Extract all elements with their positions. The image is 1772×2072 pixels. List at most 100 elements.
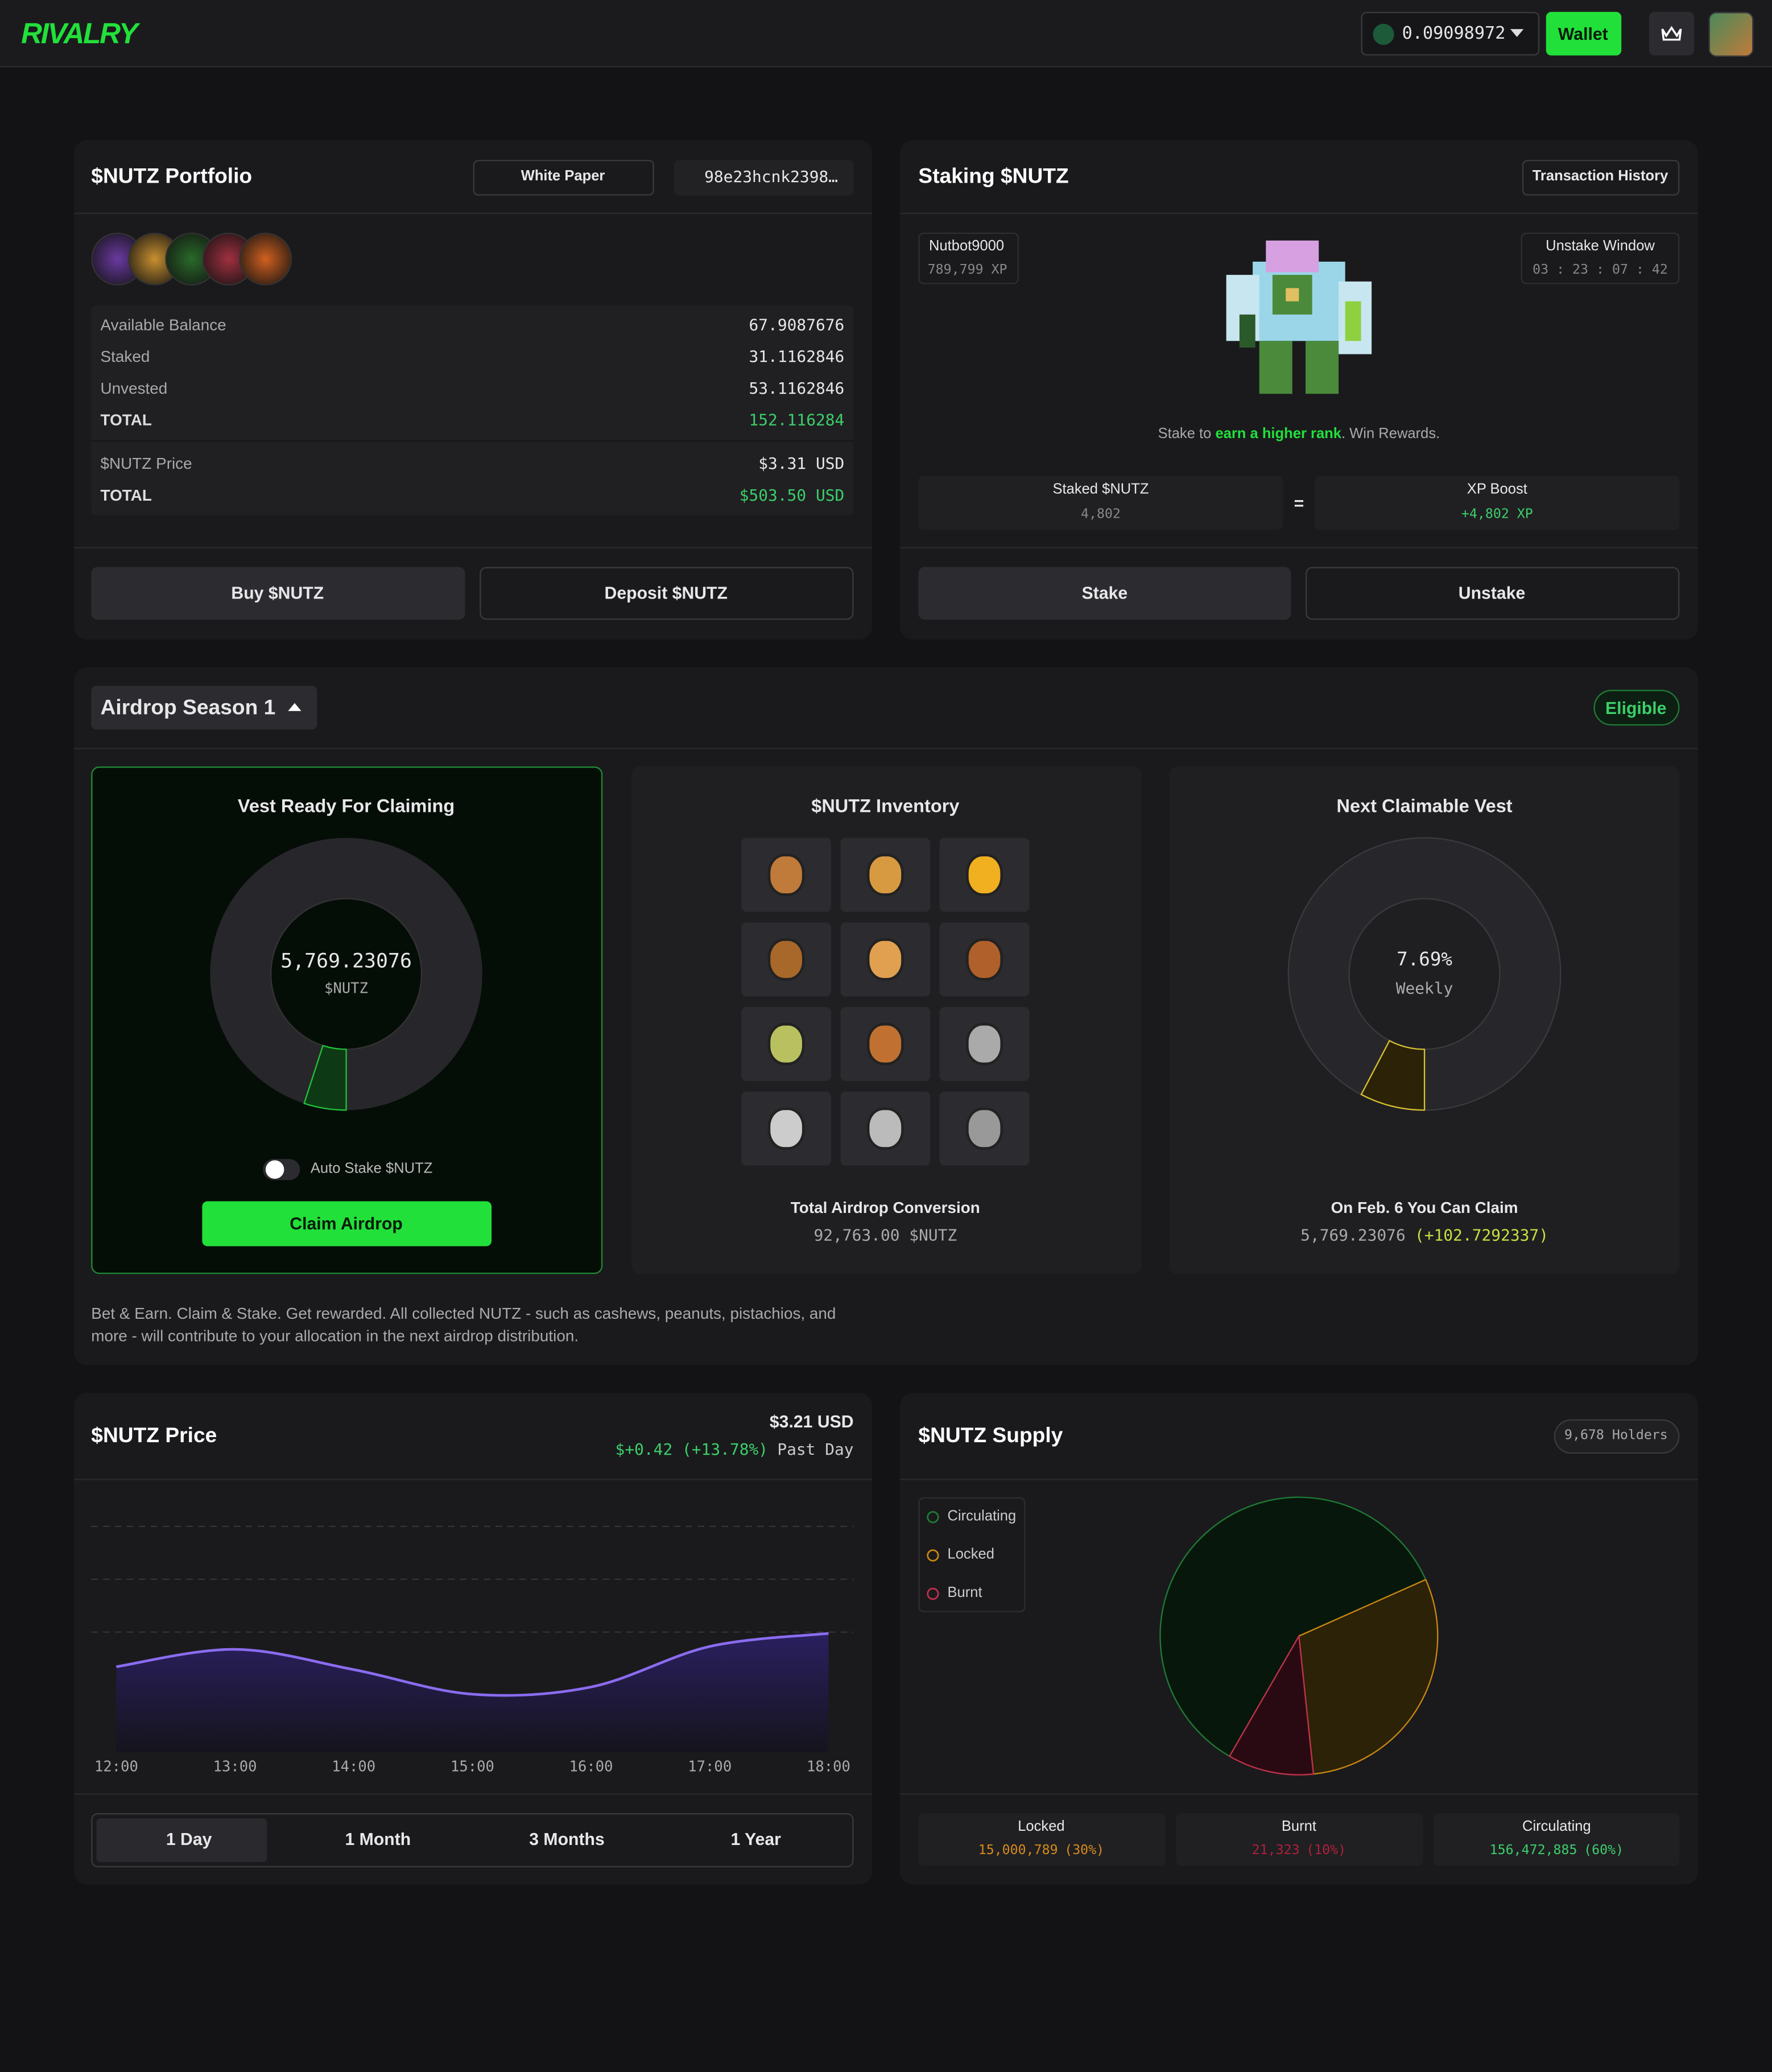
nut-icon (966, 938, 1003, 981)
claim-part: (+102.7292337) (1415, 1226, 1549, 1245)
x-tick-label: 13:00 (213, 1758, 257, 1776)
divider (74, 1793, 873, 1795)
card-title: $NUTZ Supply (918, 1425, 1063, 1448)
tagline-part: Stake to (1158, 426, 1216, 442)
legend-box (918, 1497, 1026, 1612)
x-tick-label: 12:00 (94, 1758, 138, 1776)
equals: = (1294, 493, 1304, 513)
xp-boost-box (1315, 476, 1680, 530)
address: 98e23hcnk2398… (704, 167, 839, 187)
deposit-button[interactable] (480, 567, 854, 620)
stat-part: 156,472,885 (1489, 1843, 1577, 1858)
row-label: Staked (100, 347, 150, 366)
row-value: 67.9087676 (749, 315, 845, 335)
status-label: Eligible (1605, 697, 1667, 718)
nut-icon (767, 1107, 805, 1150)
row-label: TOTAL (100, 486, 152, 505)
card-title: $NUTZ Price (91, 1425, 217, 1448)
card-title: Staking $NUTZ (918, 166, 1069, 188)
price-current: $3.21 USD (769, 1411, 854, 1432)
row-value: 53.1162846 (749, 379, 845, 398)
button-label: Claim Airdrop (290, 1213, 403, 1233)
stake-button[interactable] (918, 567, 1291, 620)
staking-card (899, 140, 1698, 640)
range-selector (91, 1813, 854, 1868)
description: more - will contribute to your allocatio… (91, 1326, 579, 1345)
robot-image (1226, 240, 1372, 394)
countdown: 03 : 23 : 07 : 42 (1533, 263, 1668, 278)
stat-part: (60%) (1584, 1843, 1624, 1858)
divider (899, 1479, 1698, 1480)
range-option: 1 Day (166, 1829, 212, 1850)
donut-unit: $NUTZ (324, 980, 369, 997)
nut-icon (866, 1107, 904, 1150)
x-tick-label: 15:00 (450, 1758, 494, 1776)
claim-label: On Feb. 6 You Can Claim (1331, 1198, 1518, 1217)
x-tick-label: 18:00 (806, 1758, 850, 1776)
history-button[interactable] (1522, 160, 1680, 196)
stat-value: 15,000,789 (30%) (978, 1843, 1104, 1859)
stat-part: 21,323 (1251, 1843, 1300, 1858)
stat-value: 156,472,885 (60%) (1490, 1843, 1624, 1859)
white-paper-button[interactable] (473, 160, 654, 196)
range-option: 1 Year (730, 1829, 781, 1850)
panel-title: $NUTZ Inventory (811, 795, 960, 816)
stat-part: (10%) (1306, 1843, 1346, 1858)
range-active (96, 1818, 267, 1862)
row-value: $503.50 USD (739, 486, 845, 505)
row-label: $NUTZ Price (100, 454, 192, 473)
user-box (918, 232, 1019, 284)
user-avatar[interactable] (1708, 11, 1754, 57)
balance-table (91, 305, 854, 515)
user-name: Nutbot9000 (928, 238, 1005, 254)
wallet-button[interactable] (1546, 11, 1622, 56)
nft-avatar[interactable] (239, 232, 292, 286)
tagline-part: . Win Rewards. (1341, 426, 1440, 442)
season-dropdown[interactable] (91, 686, 317, 730)
label: Staked $NUTZ (1052, 481, 1149, 498)
divider (74, 547, 873, 548)
price-change-part: $+0.42 (+13.78%) (615, 1440, 769, 1459)
crown-icon (1661, 26, 1682, 41)
unstake-window-box (1521, 232, 1680, 284)
nut-icon (966, 1022, 1003, 1066)
price-grid (91, 1525, 854, 1633)
donut-value: 5,769.23076 (280, 948, 412, 973)
unstake-button[interactable] (1306, 567, 1680, 620)
divider (74, 212, 873, 214)
price-change: $+0.42 (+13.78%) Past Day (616, 1440, 854, 1459)
stat-value: 21,323 (10%) (1252, 1843, 1346, 1859)
user-xp: 789,799 XP (927, 263, 1007, 278)
label: Unstake Window (1546, 238, 1655, 254)
stat-label: Locked (1018, 1819, 1065, 1835)
row-label: Available Balance (100, 315, 226, 335)
conversion-value: 92,763.00 $NUTZ (813, 1226, 957, 1245)
token-icon (1373, 23, 1394, 45)
legend-label: Circulating (947, 1508, 1017, 1525)
nut-icon (767, 938, 805, 981)
button-label: Transaction History (1532, 168, 1668, 184)
toggle-knob (265, 1160, 284, 1179)
wallet-button-label: Wallet (1558, 24, 1608, 44)
value: +4,802 XP (1461, 507, 1533, 522)
nut-icon (767, 853, 805, 896)
nut-icon (866, 853, 904, 896)
address-chip[interactable] (674, 160, 854, 196)
nut-icon (866, 1022, 904, 1066)
legend-label: Locked (947, 1546, 994, 1563)
claim-button[interactable] (202, 1201, 492, 1246)
vest-panel (91, 766, 603, 1274)
buy-button[interactable] (91, 567, 465, 620)
dropdown-caret (288, 703, 301, 711)
conversion-label: Total Airdrop Conversion (790, 1198, 980, 1217)
button-label: Deposit $NUTZ (604, 583, 728, 603)
holders: 9,678 Holders (1564, 1429, 1668, 1443)
row-label: TOTAL (100, 410, 152, 430)
button-label: White Paper (521, 168, 605, 184)
supply-card (899, 1393, 1698, 1885)
legend-label: Burnt (947, 1585, 982, 1601)
range-option: 3 Months (529, 1829, 605, 1850)
rank-button[interactable] (1649, 11, 1694, 56)
panel-title: Vest Ready For Claiming (237, 795, 455, 816)
